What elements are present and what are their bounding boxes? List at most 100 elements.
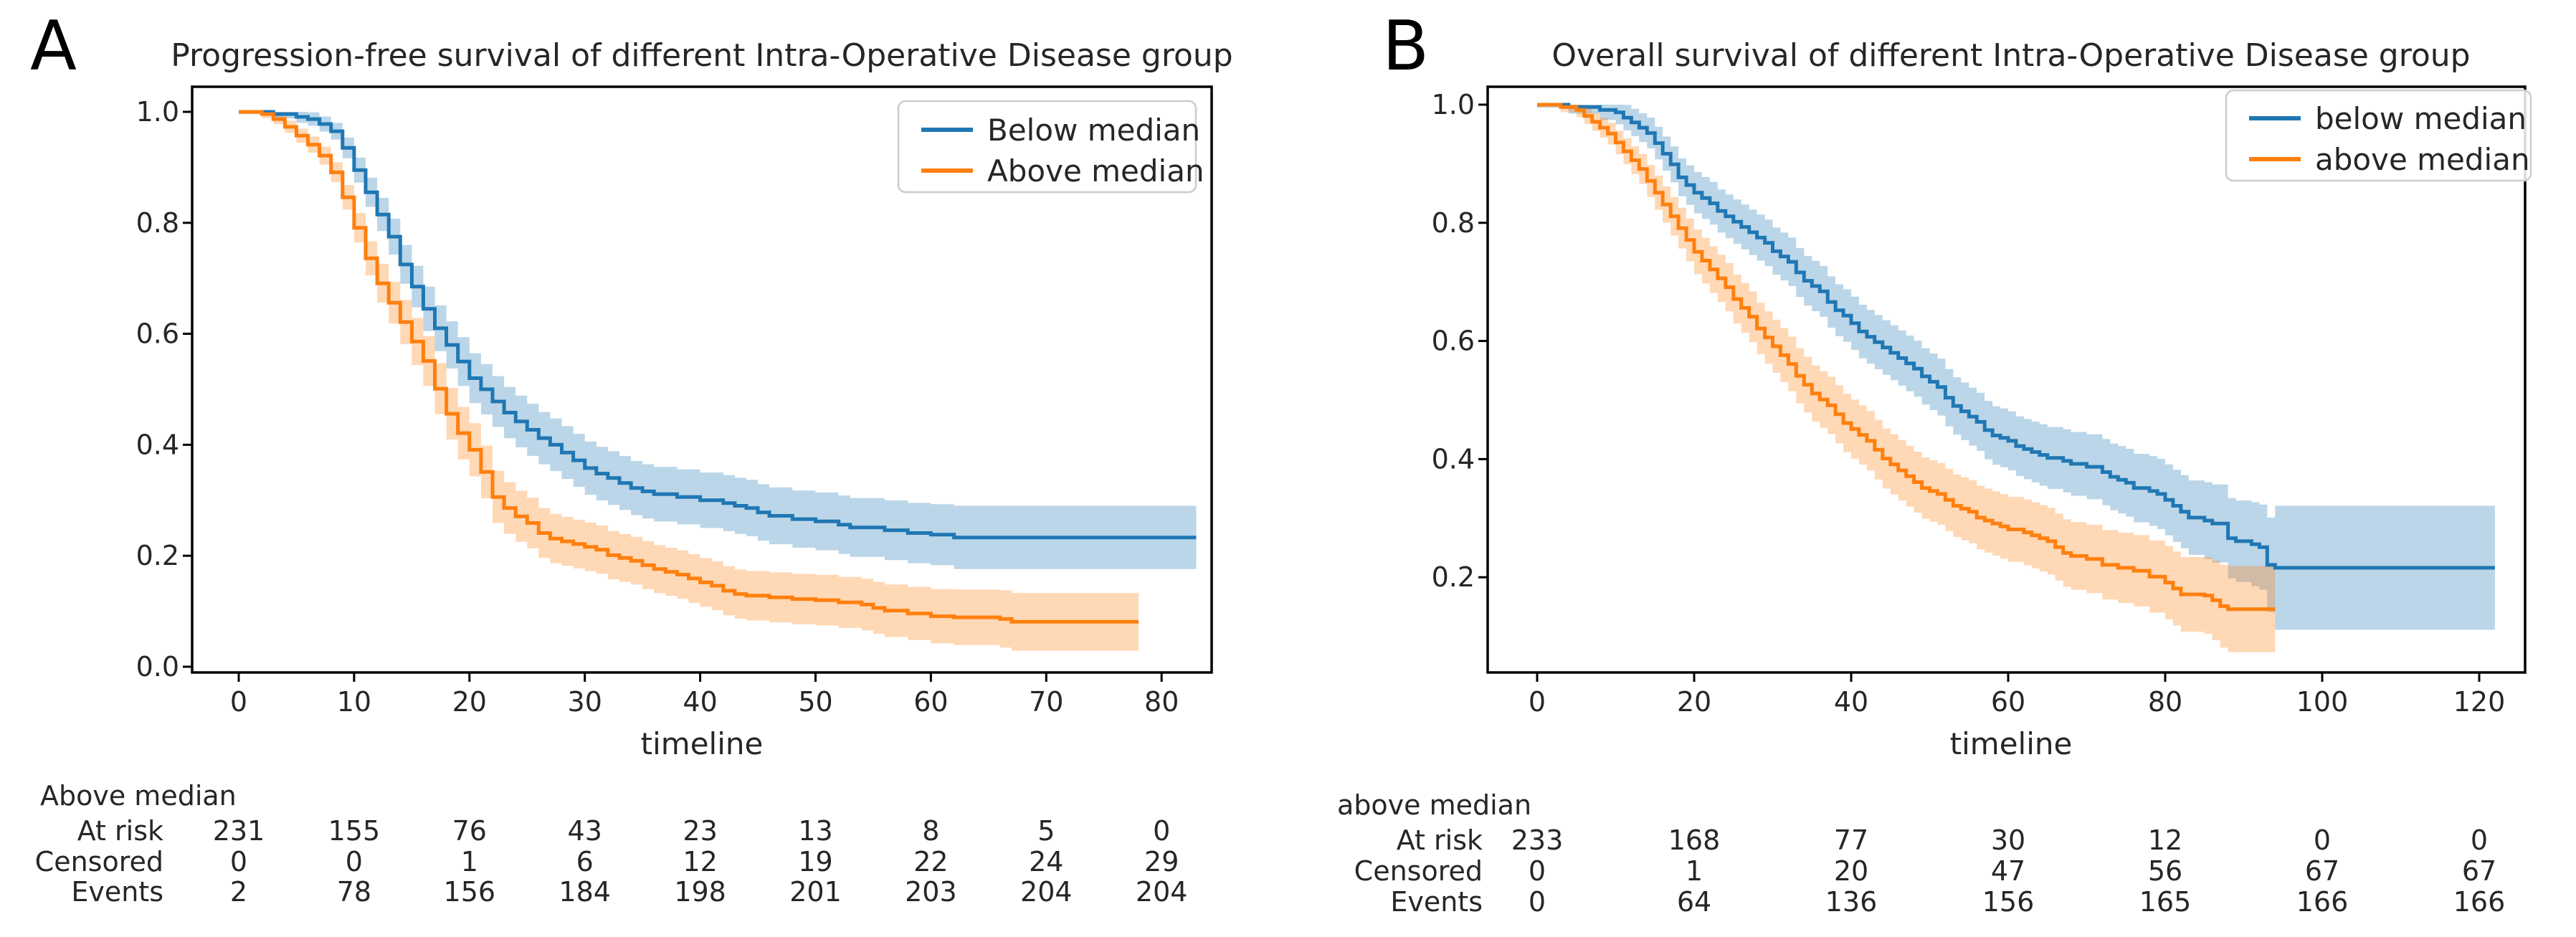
x-tick-label: 120 <box>2453 686 2506 718</box>
risk-table-value: 198 <box>674 876 726 908</box>
risk-table-value: 1 <box>1686 855 1703 887</box>
panel-b-legend: below median above median <box>2225 89 2532 182</box>
y-tick-label: 0.4 <box>1432 443 1475 475</box>
risk-table-value: 13 <box>798 815 832 847</box>
y-tick-label: 1.0 <box>136 96 179 128</box>
risk-table-value: 1 <box>461 846 478 877</box>
panel-b-risk-row-label-censored: Censored <box>1354 855 1483 887</box>
x-tick-label: 0 <box>230 686 247 718</box>
panel-b-risk-table: above median At risk Censored Events <box>1337 789 1531 918</box>
y-tick-label: 0.8 <box>136 207 179 239</box>
panel-a-axes-frame <box>191 85 1213 674</box>
risk-table-value: 201 <box>789 876 842 908</box>
risk-table-value: 136 <box>1825 886 1878 918</box>
panel-a-risk-table: Above median At risk Censored Events <box>35 780 237 908</box>
panel-a-legend: Below median Above median <box>897 100 1204 194</box>
risk-table-value: 0 <box>2314 824 2331 856</box>
risk-table-value: 155 <box>328 815 381 847</box>
risk-table-value: 76 <box>452 815 487 847</box>
risk-table-value: 78 <box>337 876 371 908</box>
panel-a-legend-label-above-median: Above median <box>987 153 1204 189</box>
x-tick-label: 60 <box>913 686 948 718</box>
risk-table-value: 204 <box>1020 876 1073 908</box>
risk-table-value: 24 <box>1029 846 1063 877</box>
risk-table-value: 165 <box>2139 886 2192 918</box>
risk-table-value: 0 <box>2471 824 2488 856</box>
panel-a-letter: A <box>30 7 77 86</box>
risk-table-value: 22 <box>913 846 948 877</box>
risk-table-value: 12 <box>683 846 717 877</box>
x-tick-label: 50 <box>798 686 832 718</box>
panel-a-legend-label-below-median: Below median <box>987 113 1200 148</box>
risk-table-value: 0 <box>230 846 247 877</box>
risk-table-value: 204 <box>1136 876 1188 908</box>
x-tick-label: 20 <box>452 686 487 718</box>
km-curve-above-median <box>1537 103 2276 612</box>
risk-table-value: 29 <box>1144 846 1179 877</box>
panel-b-risk-row-label-events: Events <box>1390 886 1483 918</box>
risk-table-value: 184 <box>559 876 611 908</box>
x-tick-label: 70 <box>1029 686 1063 718</box>
panel-a-risk-row-label-events: Events <box>71 876 163 908</box>
y-tick-label: 0.8 <box>1432 207 1475 239</box>
panel-a-title: Progression-free survival of different I… <box>171 37 1232 74</box>
risk-table-value: 19 <box>798 846 832 877</box>
risk-table-value: 56 <box>2148 855 2182 887</box>
risk-table-value: 30 <box>1991 824 2025 856</box>
ci-band-below-median <box>239 112 1197 569</box>
panel-b-legend-label-above-median: above median <box>2315 142 2530 177</box>
risk-table-value: 166 <box>2296 886 2349 918</box>
y-tick-label: 0.6 <box>1432 325 1475 357</box>
panel-b-legend-box <box>2225 89 2532 182</box>
x-tick-label: 30 <box>568 686 602 718</box>
risk-table-value: 168 <box>1668 824 1721 856</box>
x-tick-label: 80 <box>1144 686 1179 718</box>
ci-band-above-median <box>1537 105 2276 654</box>
risk-table-value: 156 <box>1982 886 2035 918</box>
km-curve-below-median <box>239 110 1197 540</box>
panel-b-letter: B <box>1382 7 1429 86</box>
risk-table-value: 6 <box>576 846 594 877</box>
ci-band-above-median <box>239 112 1139 651</box>
risk-table-value: 5 <box>1037 815 1055 847</box>
x-tick-label: 20 <box>1677 686 1711 718</box>
risk-table-value: 23 <box>683 815 717 847</box>
risk-table-value: 20 <box>1834 855 1868 887</box>
risk-table-value: 203 <box>905 876 957 908</box>
risk-table-value: 47 <box>1991 855 2025 887</box>
y-tick-label: 0.2 <box>136 540 179 571</box>
x-tick-label: 80 <box>2148 686 2182 718</box>
y-tick-label: 0.0 <box>136 651 179 682</box>
x-tick-label: 0 <box>1529 686 1546 718</box>
risk-table-value: 156 <box>444 876 496 908</box>
panel-b-risk-row-label-at-risk: At risk <box>1397 824 1483 856</box>
y-tick-label: 0.4 <box>136 429 179 460</box>
risk-table-value: 12 <box>2148 824 2182 856</box>
risk-table-value: 0 <box>1153 815 1170 847</box>
risk-table-value: 8 <box>922 815 939 847</box>
risk-table-value: 77 <box>1834 824 1868 856</box>
panel-b-title: Overall survival of different Intra-Oper… <box>1551 37 2470 74</box>
risk-table-value: 2 <box>230 876 247 908</box>
panel-a-risk-row-label-censored: Censored <box>35 846 163 877</box>
panel-b-xlabel: timeline <box>1950 726 2073 761</box>
risk-table-value: 0 <box>346 846 363 877</box>
panel-a: A Progression-free survival of different… <box>30 7 1233 908</box>
risk-table-value: 67 <box>2462 855 2496 887</box>
panel-b-axes-frame <box>1486 85 2527 674</box>
km-curve-below-median <box>1537 103 2495 570</box>
y-tick-label: 0.2 <box>1432 561 1475 593</box>
x-tick-label: 10 <box>337 686 371 718</box>
risk-table-value: 0 <box>1529 855 1546 887</box>
risk-table-value: 166 <box>2453 886 2506 918</box>
y-tick-label: 0.6 <box>136 318 179 350</box>
risk-table-value: 231 <box>213 815 265 847</box>
x-tick-label: 40 <box>1834 686 1868 718</box>
x-tick-label: 40 <box>683 686 717 718</box>
panel-b-legend-label-below-median: below median <box>2315 101 2527 136</box>
panel-b: B Overall survival of different Intra-Op… <box>1337 7 2532 918</box>
km-curve-above-median <box>239 110 1139 624</box>
